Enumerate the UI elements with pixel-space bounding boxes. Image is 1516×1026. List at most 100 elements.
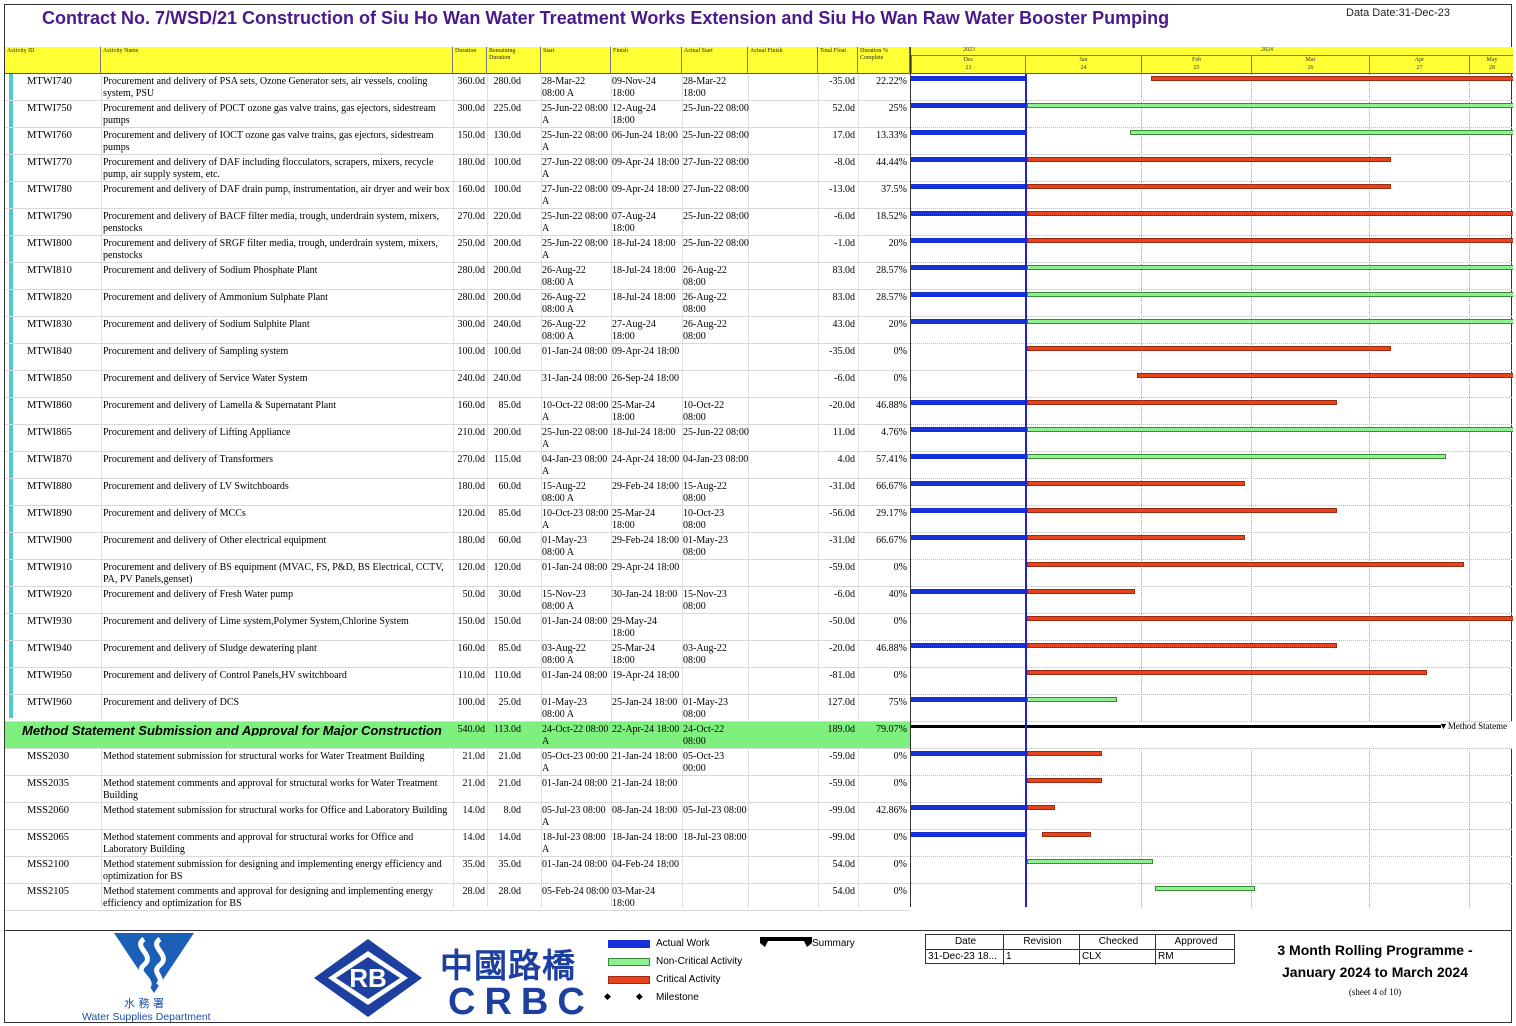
total-float: -59.0d <box>829 562 855 573</box>
actual-work-bar[interactable] <box>911 265 1025 270</box>
col-remaining-duration[interactable]: Remaining Duration <box>487 47 541 74</box>
noncritical-bar[interactable] <box>1027 454 1446 459</box>
actual-work-bar[interactable] <box>911 76 1025 81</box>
actual-work-bar[interactable] <box>911 427 1025 432</box>
noncritical-bar[interactable] <box>1130 130 1513 135</box>
table-row[interactable]: MTWI870 Procurement and delivery of Trans… <box>5 452 910 479</box>
duration: 120.0d <box>457 562 486 573</box>
critical-bar[interactable] <box>1027 535 1245 540</box>
critical-bar[interactable] <box>1137 373 1513 378</box>
critical-bar[interactable] <box>1027 184 1391 189</box>
table-row[interactable]: MTWI930 Procurement and delivery of Lime … <box>5 614 910 641</box>
activity-id: MTWI850 <box>27 373 72 384</box>
table-row[interactable]: MTWI770 Procurement and delivery of DAF i… <box>5 155 910 182</box>
table-row[interactable]: MTWI890 Procurement and delivery of MCCs 1… <box>5 506 910 533</box>
table-row[interactable]: MSS2065 Method statement comments and app… <box>5 830 910 857</box>
critical-bar[interactable] <box>1027 211 1513 216</box>
noncritical-bar[interactable] <box>1027 859 1153 864</box>
wbs-summary-row[interactable]: Method Statement Submission and Approval… <box>5 722 910 749</box>
noncritical-bar[interactable] <box>1027 427 1513 432</box>
actual-work-bar[interactable] <box>911 157 1025 162</box>
actual-work-bar[interactable] <box>911 481 1025 486</box>
table-row[interactable]: MTWI780 Procurement and delivery of DAF d… <box>5 182 910 209</box>
col-activity-name[interactable]: Activity Name <box>101 47 453 74</box>
table-row[interactable]: MTWI840 Procurement and delivery of Sampl… <box>5 344 910 371</box>
actual-work-bar[interactable] <box>911 589 1025 594</box>
table-row[interactable]: MTWI810 Procurement and delivery of Sodiu… <box>5 263 910 290</box>
finish-date: 09-Nov-24 18:00 <box>612 76 656 99</box>
noncritical-bar[interactable] <box>1027 265 1513 270</box>
table-row[interactable]: MTWI900 Procurement and delivery of Other… <box>5 533 910 560</box>
actual-work-bar[interactable] <box>911 643 1025 648</box>
table-row[interactable]: MTWI800 Procurement and delivery of SRGF … <box>5 236 910 263</box>
critical-bar[interactable] <box>1027 562 1464 567</box>
table-row[interactable]: MTWI850 Procurement and delivery of Servi… <box>5 371 910 398</box>
critical-bar[interactable] <box>1042 832 1091 837</box>
critical-bar[interactable] <box>1027 751 1102 756</box>
table-row[interactable]: MTWI820 Procurement and delivery of Ammon… <box>5 290 910 317</box>
table-row[interactable]: MTWI790 Procurement and delivery of BACF … <box>5 209 910 236</box>
actual-work-bar[interactable] <box>911 832 1025 837</box>
table-row[interactable]: MTWI910 Procurement and delivery of BS eq… <box>5 560 910 587</box>
table-row[interactable]: MTWI760 Procurement and delivery of IOCT … <box>5 128 910 155</box>
col-actual-finish[interactable]: Actual Finish <box>748 47 818 74</box>
actual-work-bar[interactable] <box>911 697 1025 702</box>
summary-bar[interactable] <box>911 725 1441 728</box>
table-row[interactable]: MTWI750 Procurement and delivery of POCT … <box>5 101 910 128</box>
table-row[interactable]: MTWI920 Procurement and delivery of Fresh… <box>5 587 910 614</box>
col-duration[interactable]: Duration <box>453 47 487 74</box>
actual-work-bar[interactable] <box>911 238 1025 243</box>
noncritical-bar[interactable] <box>1027 292 1513 297</box>
actual-work-bar[interactable] <box>911 535 1025 540</box>
actual-work-bar[interactable] <box>911 508 1025 513</box>
critical-bar[interactable] <box>1027 508 1337 513</box>
actual-work-bar[interactable] <box>911 454 1025 459</box>
critical-bar[interactable] <box>1027 481 1245 486</box>
col-start[interactable]: Start <box>541 47 611 74</box>
critical-bar[interactable] <box>1027 346 1391 351</box>
actual-work-bar[interactable] <box>911 400 1025 405</box>
actual-work-bar[interactable] <box>911 211 1025 216</box>
col-pct-complete[interactable]: Duration % Complete <box>858 47 910 74</box>
actual-work-bar[interactable] <box>911 130 1025 135</box>
col-total-float[interactable]: Total Float <box>818 47 858 74</box>
table-row[interactable]: MSS2060 Method statement submission for s… <box>5 803 910 830</box>
activity-name: Procurement and delivery of LV Switchboa… <box>103 481 289 492</box>
table-row[interactable]: MTWI950 Procurement and delivery of Contr… <box>5 668 910 695</box>
table-row[interactable]: MSS2105 Method statement comments and app… <box>5 884 910 911</box>
table-row[interactable]: MTWI880 Procurement and delivery of LV Sw… <box>5 479 910 506</box>
table-row[interactable]: MTWI960 Procurement and delivery of DCS 10… <box>5 695 910 722</box>
critical-bar[interactable] <box>1027 400 1337 405</box>
critical-bar[interactable] <box>1027 616 1513 621</box>
table-row[interactable]: MSS2030 Method statement submission for s… <box>5 749 910 776</box>
table-row[interactable]: MTWI740 Procurement and delivery of PSA s… <box>5 74 910 101</box>
critical-bar[interactable] <box>1027 643 1337 648</box>
critical-bar[interactable] <box>1027 157 1391 162</box>
critical-bar[interactable] <box>1027 238 1513 243</box>
table-row[interactable]: MTWI830 Procurement and delivery of Sodiu… <box>5 317 910 344</box>
table-row[interactable]: MTWI860 Procurement and delivery of Lamel… <box>5 398 910 425</box>
noncritical-bar[interactable] <box>1027 697 1117 702</box>
actual-work-bar[interactable] <box>911 319 1025 324</box>
critical-bar[interactable] <box>1027 670 1427 675</box>
noncritical-bar[interactable] <box>1027 319 1513 324</box>
actual-work-bar[interactable] <box>911 292 1025 297</box>
critical-bar[interactable] <box>1027 778 1102 783</box>
col-finish[interactable]: Finish <box>611 47 682 74</box>
noncritical-bar[interactable] <box>1155 886 1255 891</box>
actual-work-bar[interactable] <box>911 103 1025 108</box>
actual-work-bar[interactable] <box>911 751 1025 756</box>
critical-bar[interactable] <box>1027 805 1055 810</box>
noncritical-bar[interactable] <box>1027 103 1513 108</box>
actual-work-bar[interactable] <box>911 805 1025 810</box>
col-activity-id[interactable]: Activity ID <box>5 47 101 74</box>
table-row[interactable]: MTWI940 Procurement and delivery of Sludg… <box>5 641 910 668</box>
actual-work-bar[interactable] <box>911 184 1025 189</box>
table-row[interactable]: MTWI865 Procurement and delivery of Lifti… <box>5 425 910 452</box>
col-actual-start[interactable]: Actual Start <box>682 47 748 74</box>
critical-bar[interactable] <box>1027 589 1135 594</box>
critical-bar[interactable] <box>1151 76 1513 81</box>
table-row[interactable]: MSS2035 Method statement comments and app… <box>5 776 910 803</box>
table-row[interactable]: MSS2100 Method statement submission for d… <box>5 857 910 884</box>
rev-checked: CLX <box>1080 950 1156 965</box>
